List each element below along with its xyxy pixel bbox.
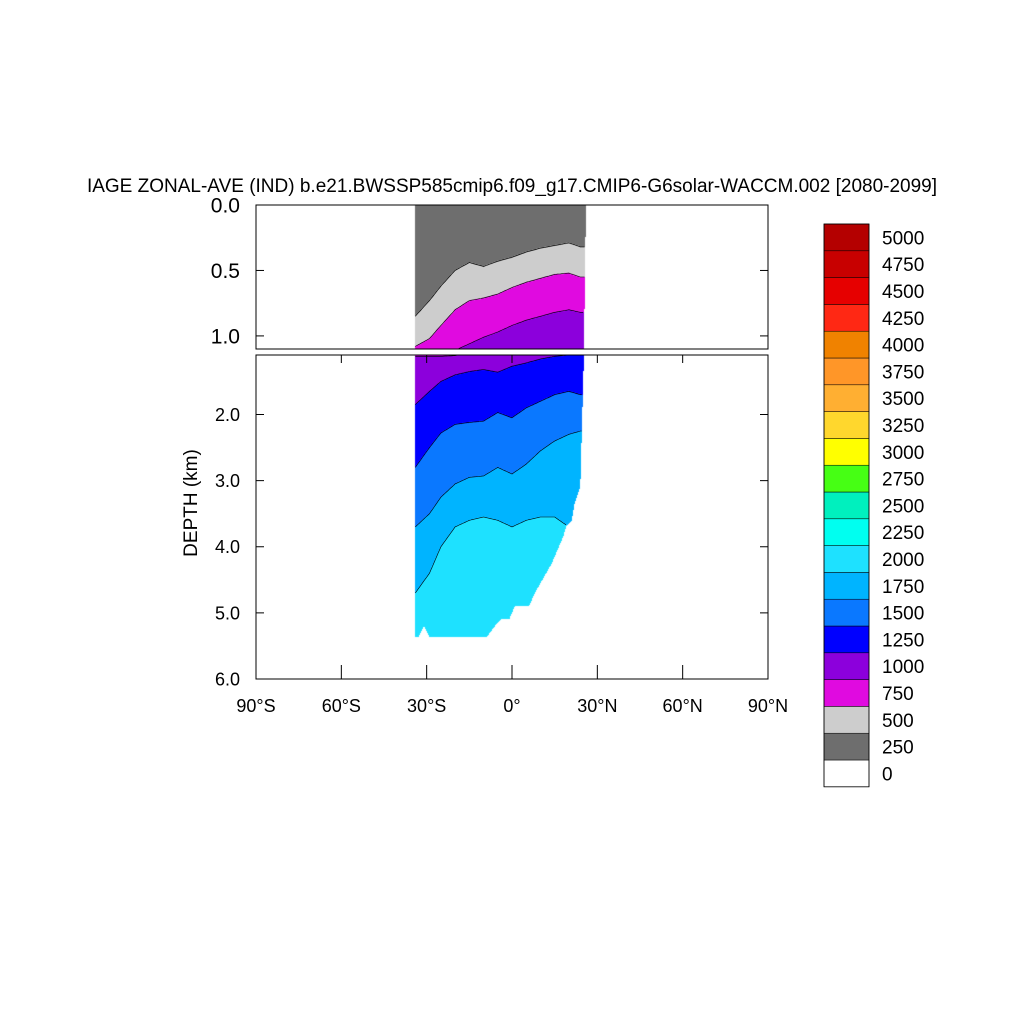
bottom-y-tick-label: 4.0 <box>215 537 240 557</box>
colorbar-label: 2500 <box>882 496 924 517</box>
x-tick-label: 90°S <box>236 696 275 716</box>
x-tick-label: 90°N <box>748 696 788 716</box>
bottom-y-tick-label: 6.0 <box>215 669 240 689</box>
bottom-panel-y-axis: 2.0 3.0 4.0 5.0 6.0 <box>215 405 768 689</box>
top-y-tick-label: 0.0 <box>211 195 240 218</box>
colorbar-swatch-2250 <box>823 518 870 546</box>
colorbar-swatch-3000 <box>823 438 870 466</box>
bottom-y-tick-label: 2.0 <box>215 405 240 425</box>
colorbar-label: 4750 <box>882 255 924 276</box>
bottom-contour-1250 <box>415 391 582 468</box>
top-contour-250 <box>415 242 585 317</box>
colorbar-label: 5000 <box>882 228 924 249</box>
colorbar-swatch-1750 <box>823 572 870 600</box>
colorbar-swatch-750 <box>823 679 870 707</box>
x-tick-label: 60°S <box>322 696 361 716</box>
bottom-y-tick-label: 3.0 <box>215 471 240 491</box>
colorbar-swatch-4500 <box>823 277 870 305</box>
y-axis-label: DEPTH (km) <box>181 449 202 557</box>
x-tick-label: 60°N <box>663 696 703 716</box>
colorbar-label: 2000 <box>882 550 924 571</box>
colorbar-swatch-2750 <box>823 464 870 493</box>
top-panel-field <box>256 205 768 349</box>
bottom-contour-750 <box>415 355 460 357</box>
colorbar-swatch-3750 <box>823 357 870 386</box>
colorbar-label: 1750 <box>882 577 924 598</box>
colorbar-swatch-5000 <box>823 223 870 252</box>
bottom-contour-1000 <box>415 355 584 405</box>
colorbar-label: 1250 <box>882 630 924 651</box>
colorbar-label: 4500 <box>882 282 924 303</box>
bottom-panel: 2.03.04.05.06.0 90°S 60°S 30°S 0° 30°N 60°N 90… <box>215 354 788 716</box>
top-y-tick-label: 0.5 <box>211 260 240 283</box>
bottom-y-tick-label: 5.0 <box>215 603 240 623</box>
x-tick-label: 30°N <box>577 696 617 716</box>
top-panel: 0.0 0.5 1.0 <box>211 195 769 821</box>
colorbar-label: 3500 <box>882 389 924 410</box>
top-panel-contour-lines <box>415 242 585 821</box>
top-contour-750 <box>457 309 584 349</box>
top-y-tick-label: 1.0 <box>211 325 240 348</box>
x-tick-label: 0° <box>503 696 520 716</box>
colorbar-swatch-3250 <box>823 411 870 439</box>
bottom-panel-field <box>256 355 768 679</box>
x-axis: 90°S 60°S 30°S 0° 30°N 60°N 90°N <box>236 355 788 716</box>
colorbar-label: 3250 <box>882 416 924 437</box>
colorbar-label: 2750 <box>882 470 924 491</box>
top-contour-1750 <box>415 670 566 821</box>
colorbar-label: 750 <box>882 684 914 705</box>
colorbar-label: 3000 <box>882 443 924 464</box>
colorbar-swatch-2500 <box>823 491 870 520</box>
top-panel-frame <box>255 204 769 350</box>
bottom-panel-contour-lines <box>415 355 584 594</box>
colorbar-label: 4000 <box>882 336 924 357</box>
colorbar-swatch-4250 <box>823 304 870 332</box>
x-tick-label: 30°S <box>407 696 446 716</box>
colorbar-label: 1500 <box>882 604 924 625</box>
colorbar-swatch-4750 <box>823 250 870 278</box>
top-panel-y-axis: 0.0 0.5 1.0 <box>211 195 768 348</box>
colorbar-swatch-500 <box>823 706 870 734</box>
chart-title: IAGE ZONAL-AVE (IND) b.e21.BWSSP585cmip6… <box>87 176 937 197</box>
colorbar-label: 0 <box>882 764 893 785</box>
colorbar-label: 250 <box>882 738 914 759</box>
colorbar-swatch-2000 <box>823 545 870 573</box>
colorbar-label: 4250 <box>882 309 924 330</box>
bottom-contour-1500 <box>415 430 582 528</box>
colorbar-label: 3750 <box>882 362 924 383</box>
colorbar-label: 500 <box>882 711 914 732</box>
colorbar-swatch-0 <box>823 759 870 788</box>
colorbar-swatch-1000 <box>823 652 870 680</box>
top-contour-500 <box>415 272 585 347</box>
colorbar-swatch-1250 <box>823 625 870 654</box>
colorbar-swatch-250 <box>823 732 870 761</box>
colorbar-swatch-1500 <box>823 598 870 627</box>
colorbar-swatch-4000 <box>823 330 870 359</box>
colorbar-frame <box>823 223 870 788</box>
colorbar-label: 2250 <box>882 523 924 544</box>
colorbar-swatch-3500 <box>823 384 870 412</box>
colorbar-label: 1000 <box>882 657 924 678</box>
colorbar: 0 250 500 750 1000 1250 1500 1750 2000 2250 2500 27… <box>823 223 924 788</box>
bottom-contour-1750 <box>415 516 567 594</box>
